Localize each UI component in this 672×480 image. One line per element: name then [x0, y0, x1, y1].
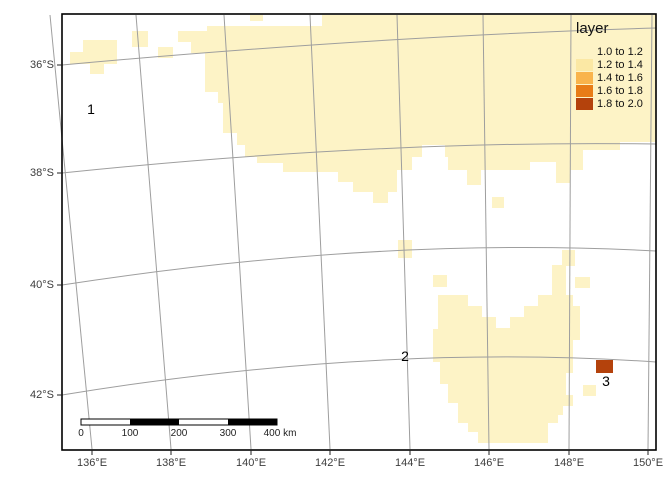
x-axis-label: 150°E	[632, 457, 664, 469]
site-label: 3	[602, 373, 610, 389]
legend-swatch	[576, 71, 593, 84]
scale-bar-label: 400 km	[263, 428, 297, 439]
graticule-meridian	[309, 14, 331, 450]
raster-region	[178, 15, 656, 203]
raster-cell	[433, 275, 447, 287]
graticule-meridian	[482, 14, 490, 450]
legend-label: 1.2 to 1.4	[597, 58, 643, 71]
graticule-meridian	[223, 14, 252, 450]
legend-swatch	[576, 97, 593, 110]
raster-cell	[398, 240, 412, 258]
scale-bar-segment	[179, 419, 228, 425]
legend-entry: 1.2 to 1.4	[576, 58, 643, 71]
scale-bar-label: 0	[78, 428, 84, 439]
x-axis-label: 144°E	[394, 457, 426, 469]
legend-title: layer	[576, 20, 609, 37]
graticule-parallel	[61, 27, 657, 66]
graticule-parallel	[61, 143, 657, 174]
graticule-meridian	[135, 14, 172, 450]
y-axis-label: 36°S	[30, 59, 54, 71]
raster-cell	[83, 40, 117, 52]
legend-swatch	[576, 84, 593, 97]
scale-bar	[80, 418, 278, 426]
raster-cell	[158, 47, 173, 58]
raster-region	[433, 265, 580, 443]
legend-label: 1.6 to 1.8	[597, 84, 643, 97]
raster-cell	[596, 360, 613, 373]
x-axis-label: 148°E	[553, 457, 585, 469]
scale-bar-label: 200	[170, 428, 188, 439]
legend-swatch	[576, 45, 593, 58]
raster-cell	[132, 31, 148, 47]
graticule-meridian	[396, 14, 411, 450]
raster-cell	[583, 385, 596, 396]
legend-entry: 1.0 to 1.2	[576, 45, 643, 58]
graticule-parallel	[61, 246, 657, 286]
scale-bar-segment	[228, 419, 277, 425]
raster-cell	[575, 277, 590, 288]
legend-label: 1.4 to 1.6	[597, 71, 643, 84]
legend-entry: 1.8 to 2.0	[576, 97, 643, 110]
site-label: 2	[401, 348, 409, 364]
site-label: 1	[87, 101, 95, 117]
scale-bar-segment	[81, 419, 130, 425]
legend-entries: 1.0 to 1.2 1.2 to 1.4 1.4 to 1.6 1.6 to 1.8…	[576, 45, 643, 110]
legend-label: 1.8 to 2.0	[597, 97, 643, 110]
legend-entry: 1.6 to 1.8	[576, 84, 643, 97]
graticule-meridian	[49, 14, 93, 450]
raster-cell	[90, 64, 104, 74]
scale-bar-segment	[130, 419, 179, 425]
raster-cell	[492, 197, 504, 208]
scale-bar-label: 300	[219, 428, 237, 439]
scale-bar-label: 100	[121, 428, 139, 439]
map-legend: layer 1.0 to 1.2 1.2 to 1.4 1.4 to 1.6 1.6 …	[576, 20, 643, 110]
raster-cell	[250, 15, 263, 21]
plot-border	[61, 13, 657, 451]
legend-entry: 1.4 to 1.6	[576, 71, 643, 84]
x-axis-label: 138°E	[155, 457, 187, 469]
x-axis-label: 140°E	[235, 457, 267, 469]
raster-cell	[562, 250, 575, 266]
x-axis-label: 136°E	[76, 457, 108, 469]
x-axis-label: 142°E	[314, 457, 346, 469]
graticule-parallel	[61, 356, 657, 396]
legend-swatch	[576, 58, 593, 71]
graticule-meridian	[568, 14, 572, 450]
y-axis-label: 40°S	[30, 279, 54, 291]
y-axis-label: 42°S	[30, 389, 54, 401]
legend-label: 1.0 to 1.2	[597, 45, 643, 58]
y-axis-label: 38°S	[30, 167, 54, 179]
graticule-meridian	[647, 14, 653, 450]
x-axis-label: 146°E	[473, 457, 505, 469]
